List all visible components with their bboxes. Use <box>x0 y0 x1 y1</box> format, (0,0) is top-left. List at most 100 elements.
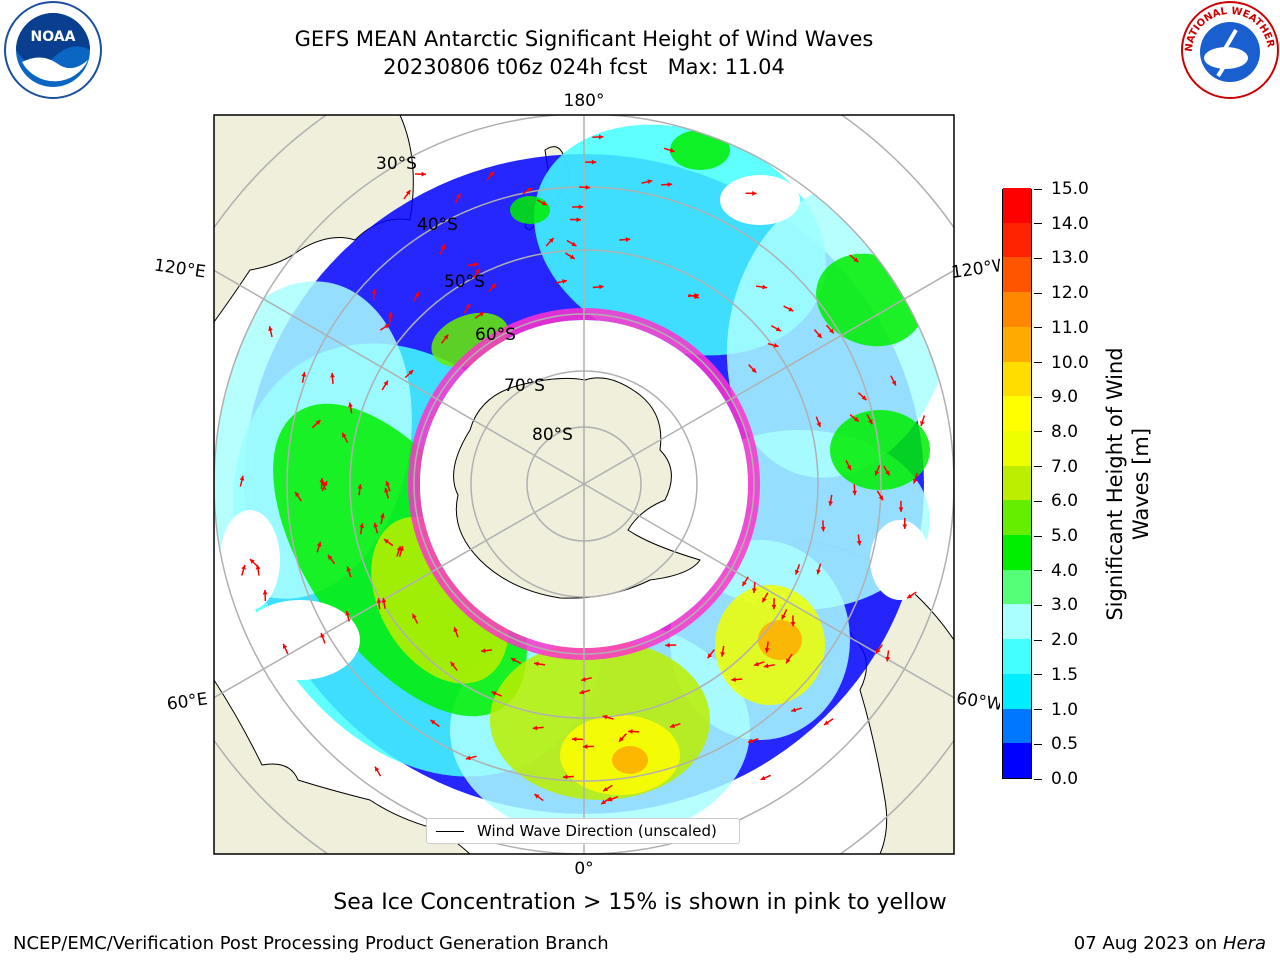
wave-direction-arrow <box>619 237 631 242</box>
wave-height-region <box>670 130 730 170</box>
wave-direction-arrow <box>282 643 289 655</box>
wave-direction-arrow <box>301 371 307 383</box>
wind-wave-arrows <box>239 134 926 805</box>
wave-direction-arrow <box>874 465 881 476</box>
wave-direction-arrow <box>791 707 803 713</box>
chart-subtitle: 20230806 t06z 024h fcst Max: 11.04 <box>383 55 785 79</box>
wave-direction-arrow <box>239 475 245 487</box>
wave-direction-arrow <box>320 632 326 644</box>
wave-direction-arrow <box>767 342 779 348</box>
colorbar-segment <box>1003 222 1031 258</box>
legend-label: Wind Wave Direction (unscaled) <box>477 822 717 840</box>
colorbar-tick <box>1034 431 1042 433</box>
wave-direction-arrow <box>747 738 759 744</box>
wave-height-region <box>830 410 930 490</box>
wave-direction-arrow <box>346 566 352 578</box>
wave-direction-arrow <box>828 494 834 506</box>
wave-height-region <box>510 196 550 224</box>
wave-direction-arrow <box>249 558 259 568</box>
wave-direction-arrow <box>562 774 574 780</box>
colorbar <box>1002 187 1032 779</box>
wave-direction-arrow <box>491 691 503 697</box>
wave-direction-arrow <box>411 613 419 624</box>
wave-direction-arrow <box>771 598 777 610</box>
wave-direction-arrow <box>582 744 594 749</box>
wave-direction-arrow <box>849 414 860 423</box>
colorbar-segment <box>1003 256 1031 293</box>
wave-direction-arrow <box>883 465 891 476</box>
wave-direction-arrow <box>790 615 796 627</box>
wave-direction-arrow <box>661 182 673 187</box>
wave-direction-arrow <box>572 204 584 210</box>
wave-direction-arrow <box>294 491 302 502</box>
wave-direction-arrow <box>753 661 765 667</box>
lat-label-50s: 50°S <box>444 272 485 292</box>
wave-direction-arrow <box>857 392 867 401</box>
wave-direction-arrow <box>816 563 822 575</box>
wave-direction-arrow <box>569 217 581 223</box>
colorbar-tick <box>1034 743 1042 745</box>
colorbar-segment <box>1003 187 1031 223</box>
colorbar-segment <box>1003 291 1031 327</box>
wave-direction-arrow <box>885 650 891 662</box>
colorbar-tick-label: 4.0 <box>1051 560 1079 581</box>
wave-direction-arrow <box>357 484 363 496</box>
colorbar-tick <box>1034 570 1042 572</box>
wave-direction-arrow <box>398 545 404 557</box>
wave-direction-arrow <box>755 284 768 290</box>
wave-direction-arrow <box>414 171 426 177</box>
graticule <box>214 115 954 854</box>
wave-direction-arrow <box>383 538 394 547</box>
colorbar-tick <box>1034 674 1042 676</box>
colorbar-segment <box>1003 742 1031 778</box>
wave-direction-arrow <box>533 793 544 802</box>
wave-direction-arrow <box>770 324 782 332</box>
colorbar-tick-label: 15.0 <box>1051 179 1089 199</box>
wave-direction-arrow <box>359 523 365 535</box>
wave-direction-arrow <box>852 484 858 496</box>
colorbar-segment <box>1003 673 1031 709</box>
lon-label-0: 0° <box>574 859 593 879</box>
wave-direction-arrow <box>906 591 917 599</box>
colorbar-tick <box>1034 535 1042 537</box>
wave-direction-arrow <box>474 311 485 319</box>
wave-direction-arrow <box>381 597 387 609</box>
wave-direction-arrow <box>316 541 322 553</box>
wave-direction-arrow <box>463 303 471 314</box>
wave-direction-arrow <box>380 513 385 525</box>
sea-ice-note: Sea Ice Concentration > 15% is shown in … <box>333 890 947 915</box>
wave-direction-arrow <box>341 432 349 443</box>
colorbar-segment <box>1003 534 1031 570</box>
colorbar-segment <box>1003 569 1031 605</box>
wave-direction-arrow <box>856 534 862 546</box>
wave-direction-arrow <box>345 610 350 622</box>
wave-direction-arrow <box>898 500 904 512</box>
wave-direction-arrow <box>555 279 568 284</box>
wave-direction-arrow <box>760 774 771 781</box>
wave-direction-arrow <box>751 581 757 594</box>
colorbar-tick-label: 14.0 <box>1051 213 1089 234</box>
colorbar-label: Significant Height of Wind Waves [m] <box>1103 347 1153 621</box>
wave-direction-arrow <box>536 199 548 206</box>
wave-direction-arrow <box>374 766 382 777</box>
wave-direction-arrow <box>663 147 675 153</box>
colorbar-segment <box>1003 638 1031 674</box>
colorbar-tick <box>1034 396 1042 398</box>
wave-direction-arrow <box>565 252 576 260</box>
meridian-line <box>214 483 585 699</box>
lat-label-60s: 60°S <box>475 325 516 345</box>
wave-direction-arrow <box>430 719 440 728</box>
colorbar-tick-label: 13.0 <box>1051 248 1089 269</box>
wave-direction-arrow <box>566 239 577 247</box>
wave-direction-arrow <box>823 718 834 726</box>
wave-direction-arrow <box>602 784 613 792</box>
wave-direction-arrow <box>920 415 926 427</box>
colorbar-tick-label: 6.0 <box>1051 491 1079 512</box>
polar-map: 180° 0° 120°E 120°W 60°E 60°W 30°S 40°S … <box>153 91 1000 879</box>
colorbar-tick <box>1034 639 1042 641</box>
colorbar-tick <box>1034 188 1042 190</box>
wave-direction-arrow <box>592 134 604 140</box>
wave-direction-arrow <box>579 184 591 190</box>
colorbar-tick <box>1034 500 1042 502</box>
colorbar-tick-label: 7.0 <box>1051 456 1079 477</box>
